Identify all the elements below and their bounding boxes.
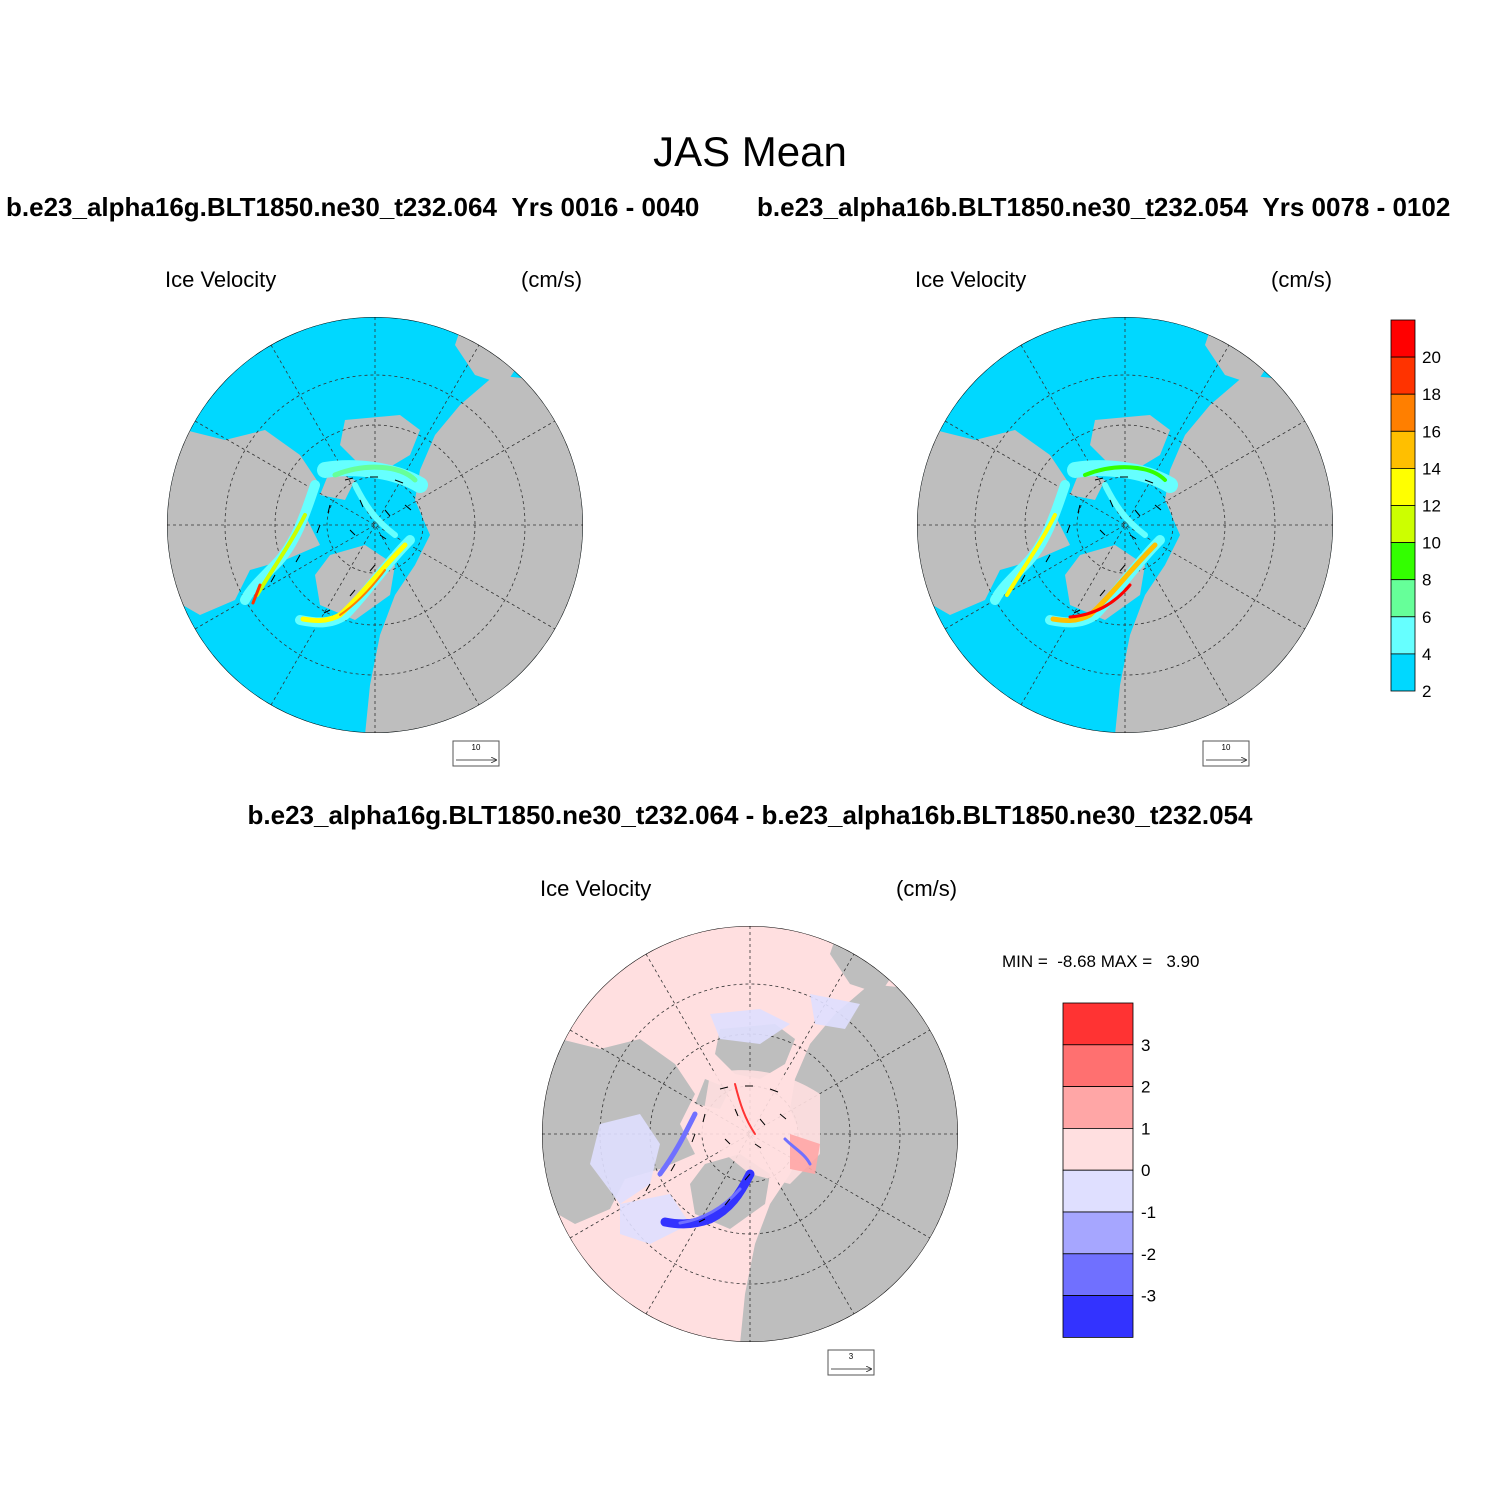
panel-diff-units-label: (cm/s): [896, 876, 958, 901]
panel-b-field-label: Ice Velocity: [915, 267, 1027, 292]
colorbar-difference-swatch: [1062, 1044, 1134, 1088]
colorbar-speed-label: 18: [1422, 385, 1441, 404]
colorbar-speed-label: 20: [1422, 348, 1441, 367]
graticule: [917, 317, 1333, 733]
max-value: 3.90: [1166, 952, 1200, 971]
case-b-name: b.e23_alpha16b.BLT1850.ne30_t232.054: [757, 192, 1248, 222]
colorbar-speed-label: 8: [1422, 571, 1431, 590]
colorbar-speed-swatch: [1390, 542, 1416, 581]
colorbar-difference-swatch: [1062, 1002, 1134, 1046]
colorbar-speed-label: 4: [1422, 645, 1431, 664]
colorbar-speed-swatch: [1390, 505, 1416, 543]
graticule: [167, 317, 583, 733]
min-label: MIN =: [1002, 952, 1048, 971]
ice-velocity-field: [240, 460, 428, 628]
colorbar-difference-swatch: [1062, 1169, 1134, 1213]
ref-vector-b-label: 10: [1222, 743, 1231, 752]
colorbar-difference: 3 2 1 0 -1 -2 -3: [1062, 1002, 1156, 1338]
colorbar-speed-swatch: [1390, 467, 1416, 506]
velocity-vectors: [270, 476, 412, 614]
panel-a-field-label: Ice Velocity: [165, 267, 277, 292]
min-max-readout: MIN = -8.68 MAX = 3.90: [1002, 952, 1200, 972]
ref-vector-diff: 3: [827, 1349, 875, 1376]
max-label: MAX =: [1100, 952, 1153, 971]
colorbar-difference-label: 2: [1141, 1078, 1150, 1097]
colorbar-speed-swatch: [1390, 356, 1416, 395]
colorbar-difference-label: -3: [1141, 1287, 1156, 1306]
colorbar-speed-swatch: [1390, 430, 1416, 469]
case-b-years: Yrs 0078 - 0102: [1262, 192, 1451, 222]
colorbar-difference-label: -2: [1141, 1245, 1156, 1264]
difference-title: b.e23_alpha16g.BLT1850.ne30_t232.064 - b…: [247, 800, 1253, 830]
map-panel-case-b: [917, 317, 1333, 733]
colorbar-difference-swatch: [1062, 1253, 1134, 1297]
colorbar-difference-swatch: [1062, 1211, 1134, 1255]
velocity-vectors: [1020, 476, 1162, 614]
ref-vector-a: 10: [452, 740, 500, 767]
colorbar-difference-swatch: [1062, 1295, 1134, 1338]
colorbar-difference-label: 3: [1141, 1036, 1150, 1055]
colorbar-difference-label: -1: [1141, 1203, 1156, 1222]
colorbar-speed-swatch: [1390, 393, 1416, 432]
panel-b-units-label: (cm/s): [1271, 267, 1333, 292]
case-a-title: b.e23_alpha16g.BLT1850.ne30_t232.064 Yrs…: [6, 192, 699, 223]
ref-vector-a-label: 10: [472, 743, 481, 752]
panel-a-units-label: (cm/s): [521, 267, 583, 292]
colorbar-difference-label: 1: [1141, 1119, 1150, 1138]
figure-title: JAS Mean: [653, 128, 847, 175]
panel-diff-field-label: Ice Velocity: [540, 876, 652, 901]
ref-vector-diff-label: 3: [849, 1352, 854, 1361]
case-b-title: b.e23_alpha16b.BLT1850.ne30_t232.054 Yrs…: [757, 192, 1450, 223]
min-value: -8.68: [1057, 952, 1097, 971]
colorbar-difference-swatch: [1062, 1128, 1134, 1171]
ice-velocity-field: [990, 460, 1178, 628]
colorbar-speed-label: 16: [1422, 422, 1441, 441]
map-panel-case-a: [167, 317, 583, 733]
colorbar-speed: 20 18 16 14 12 10 8 6 4 2: [1390, 319, 1441, 701]
colorbar-speed-label: 6: [1422, 608, 1431, 627]
colorbar-speed-swatch: [1390, 319, 1416, 358]
colorbar-speed-swatch: [1390, 616, 1416, 655]
ref-vector-b: 10: [1202, 740, 1250, 767]
map-panel-difference: [542, 926, 958, 1342]
colorbar-difference-swatch: [1062, 1086, 1134, 1129]
colorbar-speed-label: 14: [1422, 459, 1441, 478]
colorbar-speed-swatch: [1390, 653, 1416, 692]
ice-velocity-difference-field: [590, 994, 860, 1244]
colorbar-difference-label: 0: [1141, 1161, 1150, 1180]
velocity-vectors: [645, 1085, 787, 1223]
colorbar-speed-label: 12: [1422, 497, 1441, 516]
colorbar-speed-swatch: [1390, 579, 1416, 618]
colorbar-speed-label: 2: [1422, 682, 1431, 701]
case-a-years: Yrs 0016 - 0040: [511, 192, 700, 222]
case-a-name: b.e23_alpha16g.BLT1850.ne30_t232.064: [6, 192, 497, 222]
colorbar-speed-label: 10: [1422, 534, 1441, 553]
difference-streaks: [657, 1083, 812, 1229]
